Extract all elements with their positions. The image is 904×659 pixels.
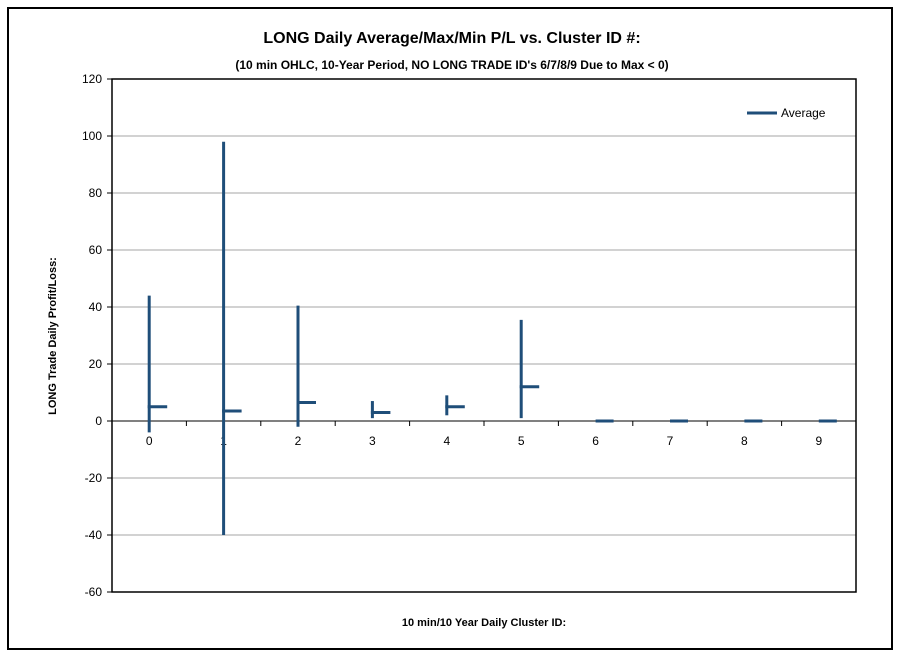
chart-title: LONG Daily Average/Max/Min P/L vs. Clust… [263, 30, 641, 47]
y-tick-label: 60 [89, 243, 103, 257]
y-tick-label: -40 [85, 528, 103, 542]
y-tick-labels: -60 -40 -20 0 20 40 60 80 100 120 [82, 72, 102, 599]
x-tick-labels: 0123456789 [146, 434, 823, 448]
y-tick-label: 20 [89, 357, 103, 371]
y-tick-label: -60 [85, 585, 103, 599]
x-tick-label: 7 [667, 434, 674, 448]
x-tick-label: 5 [518, 434, 525, 448]
legend-label: Average [781, 106, 826, 120]
y-tick-label: -20 [85, 471, 103, 485]
x-tick-label: 0 [146, 434, 153, 448]
x-tick-label: 9 [815, 434, 822, 448]
plot-area-border [111, 78, 857, 593]
x-tick-label: 4 [443, 434, 450, 448]
x-tick-label: 8 [741, 434, 748, 448]
y-tick-label: 40 [89, 300, 103, 314]
legend: Average [747, 106, 826, 120]
x-tick-label: 2 [295, 434, 302, 448]
y-tick-label: 0 [95, 414, 102, 428]
chart-frame [7, 7, 893, 650]
y-tick-label: 120 [82, 72, 102, 86]
hlc-marks [147, 141, 837, 535]
chart-subtitle: (10 min OHLC, 10-Year Period, NO LONG TR… [235, 58, 669, 72]
x-axis-label: 10 min/10 Year Daily Cluster ID: [401, 617, 567, 629]
y-tick-label: 80 [89, 186, 103, 200]
x-tick-label: 6 [592, 434, 599, 448]
y-tick-label: 100 [82, 129, 102, 143]
gridlines [107, 78, 857, 593]
x-tick-label: 3 [369, 434, 376, 448]
